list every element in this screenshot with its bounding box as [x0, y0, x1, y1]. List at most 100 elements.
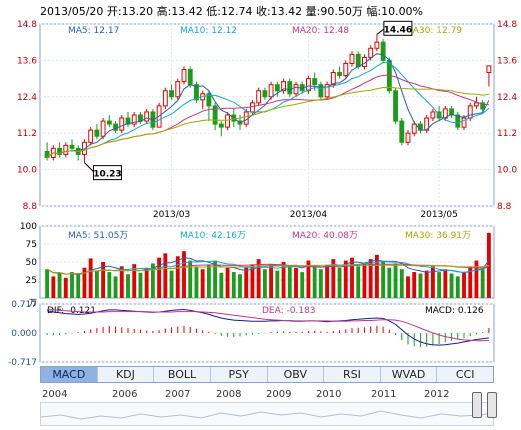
ma30-price-legend: MA30: 12.79: [405, 26, 463, 36]
volume-unit: 万: [29, 298, 37, 307]
volume-bar: [281, 262, 286, 298]
volume-bar: [455, 276, 460, 298]
macd-legend: MACD: 0.126: [425, 306, 484, 316]
volume-bar: [312, 266, 317, 298]
volume-bar: [306, 260, 311, 298]
price-tick-left: 14.8: [17, 20, 37, 30]
volume-bar: [381, 262, 386, 298]
candle-body: [455, 114, 461, 128]
volume-bar: [430, 266, 435, 298]
volume-tick: 75: [26, 240, 37, 250]
price-tick-right: 11.2: [497, 129, 517, 139]
volume-bar: [188, 260, 193, 298]
candle-body: [274, 84, 280, 92]
candle-body: [94, 129, 100, 137]
candle-body: [393, 90, 398, 122]
volume-bar: [474, 260, 479, 298]
volume-bar: [150, 263, 155, 298]
candle-body: [175, 81, 181, 98]
volume-bar: [374, 254, 379, 298]
candle-body: [312, 78, 318, 86]
candle-body: [119, 117, 125, 131]
candle-body: [250, 102, 255, 113]
candle-body: [486, 65, 492, 74]
volume-bar: [206, 264, 211, 298]
volume-bar: [343, 260, 348, 298]
tab-wvad[interactable]: WVAD: [381, 367, 438, 382]
candle-body: [287, 81, 293, 95]
macd-tick: 0.717: [11, 300, 37, 310]
overview-scrollbar[interactable]: [40, 402, 494, 426]
candle-body: [318, 84, 324, 98]
volume-bar: [63, 277, 68, 298]
tab-obv[interactable]: OBV: [268, 367, 325, 382]
volume-bar: [107, 272, 112, 298]
overview-right-handle[interactable]: [487, 392, 497, 418]
volume-bar: [449, 273, 454, 298]
volume-bar: [94, 270, 99, 298]
volume-bar: [119, 266, 124, 298]
candle-body: [88, 129, 94, 143]
price-tick-left: 12.4: [17, 93, 37, 103]
candle-body: [461, 117, 467, 128]
candle-body: [138, 114, 143, 122]
volume-bar: [175, 256, 180, 298]
volume-bar: [256, 259, 261, 298]
price-tick-right: 14.8: [497, 20, 517, 30]
volume-bar: [393, 263, 398, 298]
volume-bar: [406, 276, 410, 298]
candle-body: [181, 69, 187, 83]
volume-bar: [101, 262, 106, 298]
price-tick-right: 10.0: [497, 166, 517, 176]
tab-boll[interactable]: BOLL: [154, 367, 211, 382]
volume-bar: [194, 266, 199, 298]
date-tick: 2013/04: [290, 210, 328, 220]
volume-bar: [51, 276, 56, 298]
volume-bar: [45, 269, 50, 298]
volume-bar: [325, 264, 330, 298]
volume-bar: [82, 267, 87, 298]
price-tick-left: 11.2: [17, 129, 37, 139]
volume-bar: [163, 253, 168, 298]
tab-kdj[interactable]: KDJ: [98, 367, 155, 382]
candle-body: [293, 84, 299, 95]
indicator-tabs: MACD KDJ BOLL PSY OBV RSI WVAD CCI: [40, 366, 494, 383]
price-tick-right: 13.6: [497, 56, 517, 66]
candle-body: [411, 123, 417, 134]
price-tick-left: 8.8: [23, 202, 38, 212]
volume-bar: [225, 267, 230, 298]
volume-bar: [294, 267, 298, 298]
candle-body: [218, 123, 224, 128]
candle-body: [442, 108, 448, 119]
volume-bar: [337, 267, 342, 298]
tab-psy[interactable]: PSY: [211, 367, 268, 382]
price-tick-left: 13.6: [17, 56, 37, 66]
candle-body: [467, 105, 473, 119]
price-tick-right: 8.8: [497, 202, 512, 212]
volume-bar: [200, 269, 205, 298]
volume-bar: [275, 270, 280, 298]
volume-bar: [182, 251, 186, 298]
volume-bar: [144, 267, 149, 298]
tab-macd[interactable]: MACD: [41, 367, 98, 382]
candle-body: [430, 111, 436, 119]
ma20-price-legend: MA20: 12.48: [292, 26, 350, 36]
volume-bar: [244, 266, 249, 298]
volume-bar: [443, 269, 448, 298]
overview-left-handle[interactable]: [472, 392, 482, 418]
price-tick-left: 10.0: [17, 166, 37, 176]
year-label: 2008: [216, 389, 242, 400]
volume-bar: [126, 274, 130, 298]
volume-tick: 25: [26, 276, 37, 286]
date-tick: 2013/05: [420, 210, 457, 220]
volume-bar: [350, 257, 354, 298]
volume-bar: [412, 272, 417, 298]
volume-bar: [480, 269, 485, 298]
candle-body: [424, 117, 430, 131]
tab-cci[interactable]: CCI: [455, 368, 475, 381]
volume-bar: [424, 270, 429, 298]
dif-line: [47, 308, 489, 346]
tab-rsi[interactable]: RSI: [324, 367, 381, 382]
ma5-price-legend: MA5: 12.17: [68, 26, 120, 36]
